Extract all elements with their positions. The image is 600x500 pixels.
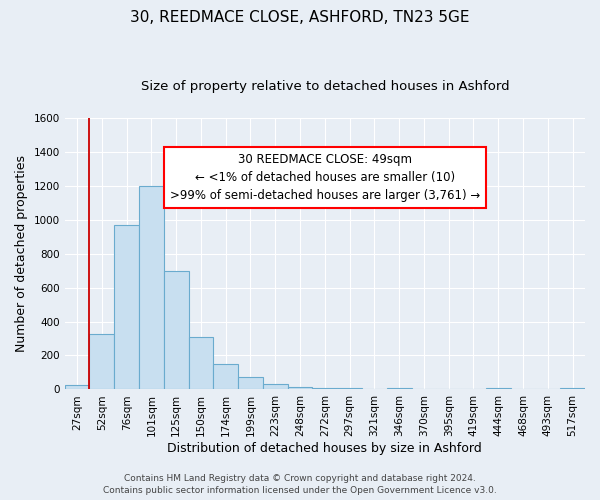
Bar [287, 387, 313, 390]
Bar [486, 388, 511, 390]
Bar [89, 334, 114, 390]
Text: 30 REEDMACE CLOSE: 49sqm
← <1% of detached houses are smaller (10)
>99% of semi-: 30 REEDMACE CLOSE: 49sqm ← <1% of detach… [170, 153, 480, 202]
Bar [65, 385, 89, 390]
Bar [387, 388, 412, 390]
Bar [313, 388, 337, 390]
Bar [238, 376, 263, 390]
Text: Contains HM Land Registry data © Crown copyright and database right 2024.
Contai: Contains HM Land Registry data © Crown c… [103, 474, 497, 495]
Title: Size of property relative to detached houses in Ashford: Size of property relative to detached ho… [140, 80, 509, 93]
Bar [164, 270, 188, 390]
Bar [560, 388, 585, 390]
Bar [337, 388, 362, 390]
Bar [188, 337, 214, 390]
Bar [114, 225, 139, 390]
Bar [263, 384, 287, 390]
Bar [214, 364, 238, 390]
Bar [139, 186, 164, 390]
X-axis label: Distribution of detached houses by size in Ashford: Distribution of detached houses by size … [167, 442, 482, 455]
Text: 30, REEDMACE CLOSE, ASHFORD, TN23 5GE: 30, REEDMACE CLOSE, ASHFORD, TN23 5GE [130, 10, 470, 25]
Y-axis label: Number of detached properties: Number of detached properties [15, 155, 28, 352]
